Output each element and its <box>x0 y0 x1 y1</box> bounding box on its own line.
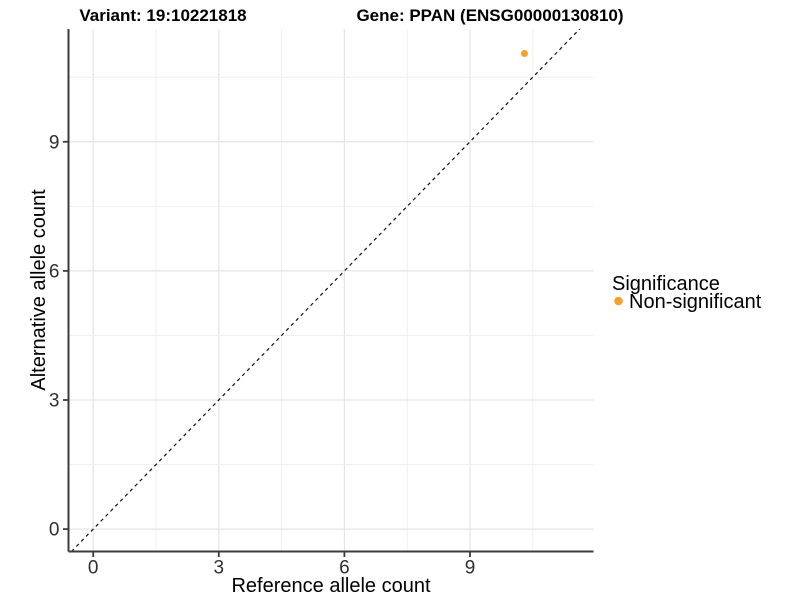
y-tick-label: 0 <box>49 520 60 541</box>
x-tick-label: 3 <box>214 558 225 579</box>
variant-title: Variant: 19:10221818 <box>79 6 246 25</box>
axis-lines <box>67 29 594 553</box>
x-axis-ticks: 0 3 6 9 <box>88 551 476 579</box>
y-axis-ticks: 0 3 6 9 <box>49 132 69 541</box>
identity-diagonal-dashed-line <box>71 28 581 552</box>
y-axis-title: Alternative allele count <box>28 189 50 391</box>
x-tick-label: 0 <box>88 558 99 579</box>
x-tick-label: 9 <box>465 558 476 579</box>
legend-key-dot <box>614 296 623 306</box>
x-axis-title: Reference allele count <box>231 575 430 597</box>
y-tick-label: 9 <box>49 132 60 153</box>
x-tick-label: 6 <box>339 558 350 579</box>
legend-item-label: Non-significant <box>629 291 762 313</box>
scatter-point <box>520 50 528 58</box>
data-points <box>520 50 528 58</box>
legend: Significance Non-significant <box>612 273 762 313</box>
y-tick-label: 6 <box>49 261 60 282</box>
gridlines <box>68 29 594 552</box>
y-tick-label: 3 <box>49 391 60 412</box>
legend-title: Significance <box>612 273 720 295</box>
gene-title: Gene: PPAN (ENSG00000130810) <box>356 6 623 25</box>
